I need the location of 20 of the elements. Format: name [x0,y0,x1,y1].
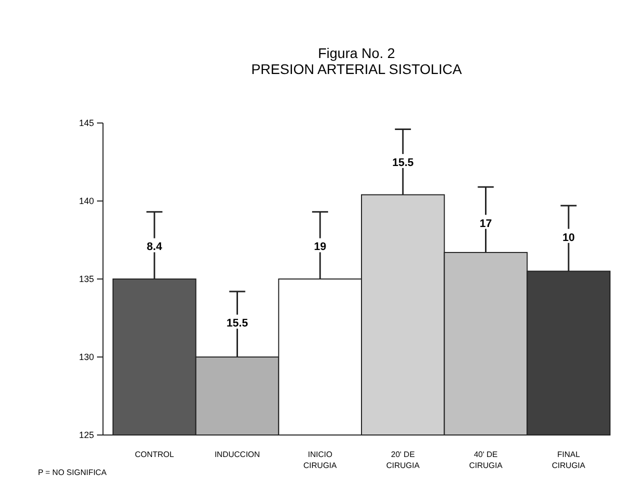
annotation: 15.5 [226,318,248,330]
x-tick-label: FINAL CIRUGIA [552,450,586,470]
annotation: 17 [480,218,492,230]
x-tick-label: 20' DE CIRUGIA [386,450,420,470]
y-tick-label: 145 [78,118,94,128]
y-tick-label: 140 [78,196,94,206]
x-tick-label: CONTROL [134,450,175,459]
annotation: 19 [314,241,326,254]
y-tick-label: 125 [78,430,94,440]
text: P = NO SIGNIFICA [38,468,108,477]
x-tick-label: INICIO CIRUGIA [303,450,338,470]
chart-subtitle: PRESION ARTERIAL SISTOLICA [251,61,462,77]
chart-title: Figura No. 2 [318,45,396,61]
x-tick-label: 40' DE CIRUGIA [469,450,504,470]
annotation: 10 [562,232,575,244]
x-tick-label: INDUCCION [214,450,260,459]
annotation: 8.4 [146,241,163,254]
y-tick-label: 130 [78,352,94,362]
annotation: 15.5 [392,157,414,169]
y-tick-label: 135 [78,274,94,284]
